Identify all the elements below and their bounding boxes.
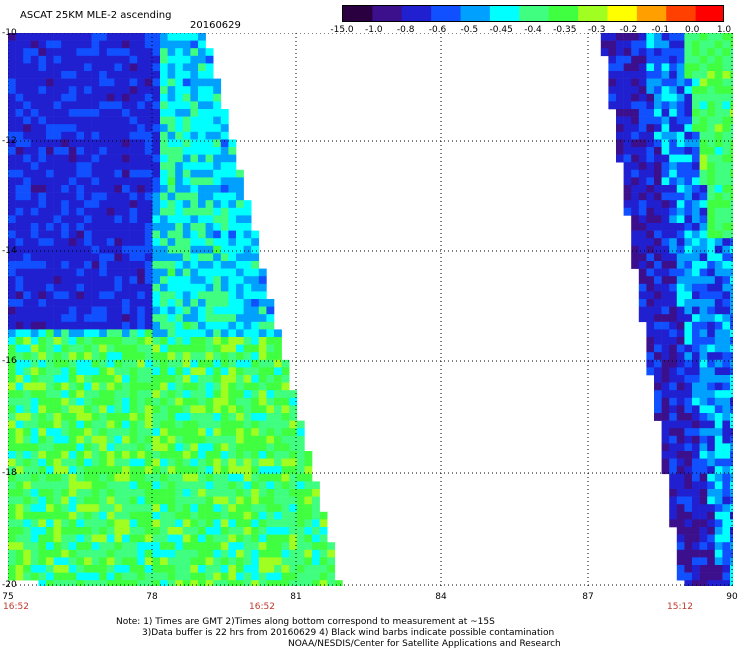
pass-time-3: 15:12 bbox=[667, 602, 693, 612]
colorbar-swatch bbox=[548, 6, 579, 21]
lat-label-20: -20 bbox=[2, 580, 17, 590]
colorbar-swatch bbox=[489, 6, 520, 21]
colorbar-tick-label: 0.0 bbox=[684, 25, 700, 35]
lon-label-84: 84 bbox=[435, 592, 447, 602]
lat-label-10: -10 bbox=[2, 28, 17, 38]
colorbar-tick-label: -0.3 bbox=[587, 25, 606, 35]
colorbar-tick-label: -0.1 bbox=[651, 25, 670, 35]
lat-label-18: -18 bbox=[2, 468, 17, 478]
colorbar-tick-label: -0.2 bbox=[619, 25, 638, 35]
pass-time-1: 16:52 bbox=[3, 602, 29, 612]
map-grid bbox=[8, 33, 733, 586]
colorbar-tick-label: -0.45 bbox=[489, 25, 513, 35]
lon-label-81: 81 bbox=[290, 592, 302, 602]
colorbar-swatch bbox=[666, 6, 697, 21]
colorbar-swatch bbox=[607, 6, 638, 21]
colorbar-swatch bbox=[578, 6, 608, 21]
colorbar-tick-label: -0.5 bbox=[460, 25, 479, 35]
colorbar-tick-label: 1.0 bbox=[716, 25, 732, 35]
lon-label-90: 90 bbox=[726, 592, 738, 602]
lon-label-78: 78 bbox=[146, 592, 158, 602]
pass-time-2: 16:52 bbox=[249, 602, 275, 612]
colorbar-tick-label: -0.35 bbox=[553, 25, 577, 35]
colorbar-labels: -15.0 -1.0 -0.8 -0.6 -0.5 -0.45 -0.4 -0.35 -0.3 -… bbox=[330, 25, 740, 37]
lon-label-87: 87 bbox=[582, 592, 594, 602]
colorbar-swatch bbox=[519, 6, 550, 21]
map-title: ASCAT 25KM MLE-2 ascending bbox=[20, 10, 172, 21]
colorbar-swatch bbox=[401, 6, 432, 21]
colorbar-tick-label: -0.4 bbox=[524, 25, 542, 35]
colorbar bbox=[342, 5, 724, 22]
colorbar-swatch bbox=[372, 6, 403, 21]
colorbar-swatch bbox=[343, 6, 373, 21]
colorbar-swatch bbox=[431, 6, 462, 21]
lon-label-75: 75 bbox=[2, 592, 14, 602]
map-date: 20160629 bbox=[190, 20, 241, 31]
note-line-1: Note: 1) Times are GMT 2)Times along bot… bbox=[116, 617, 495, 627]
lat-label-14: -14 bbox=[2, 246, 17, 256]
colorbar-swatch bbox=[636, 6, 667, 21]
colorbar-swatch bbox=[460, 6, 491, 21]
lat-label-16: -16 bbox=[2, 356, 17, 366]
swath-pixels bbox=[8, 33, 733, 586]
colorbar-tick-label: -0.8 bbox=[396, 25, 415, 35]
note-line-3: NOAA/NESDIS/Center for Satellite Applica… bbox=[288, 639, 561, 649]
colorbar-tick-label: -0.6 bbox=[428, 25, 447, 35]
swath-map bbox=[8, 33, 733, 586]
lat-label-12: -12 bbox=[2, 136, 17, 146]
colorbar-swatch bbox=[695, 6, 723, 21]
colorbar-tick-label: -15.0 bbox=[330, 25, 354, 35]
colorbar-tick-label: -1.0 bbox=[365, 25, 383, 35]
note-line-2: 3)Data buffer is 22 hrs from 20160629 4)… bbox=[142, 628, 555, 638]
